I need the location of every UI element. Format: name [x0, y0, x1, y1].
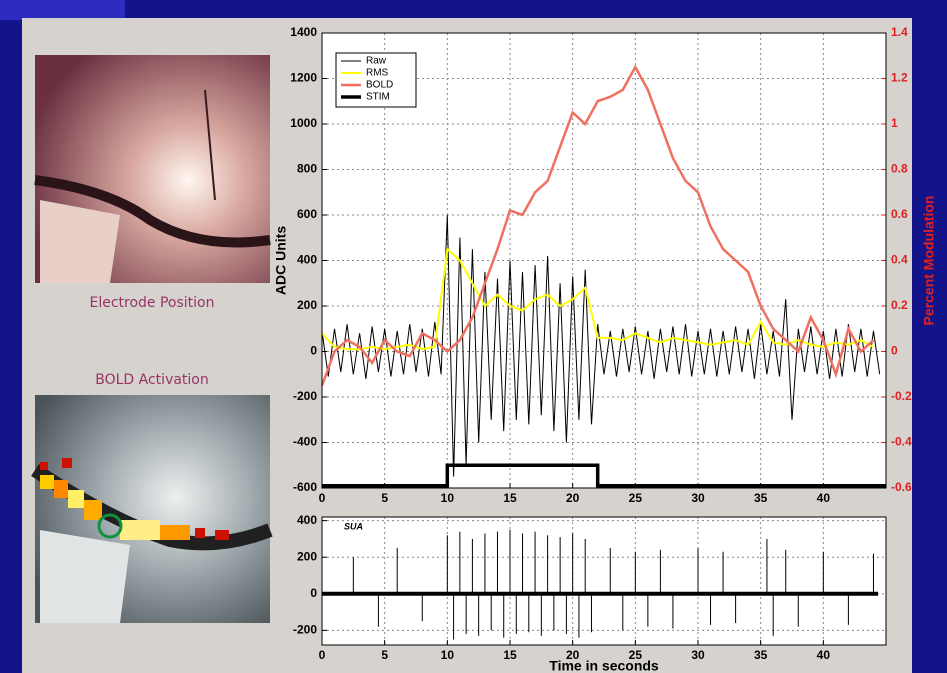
x-tick-label: 40 — [817, 648, 831, 662]
x-axis-label: Time in seconds — [549, 658, 659, 673]
x-tick-label: 25 — [629, 491, 643, 505]
image-caption: BOLD Activation — [95, 372, 209, 388]
y-tick-label: -200 — [293, 623, 317, 637]
y-tick-label: 1400 — [290, 25, 317, 39]
y2-tick-label: 1.4 — [891, 25, 908, 39]
y-tick-label: 1000 — [290, 116, 317, 130]
legend-label: RMS — [366, 68, 389, 79]
y2-tick-label: 1.2 — [891, 71, 908, 85]
y-tick-label: 800 — [297, 162, 317, 176]
y-tick-label: 200 — [297, 549, 317, 563]
x-tick-label: 0 — [319, 648, 326, 662]
x-tick-label: 20 — [566, 491, 580, 505]
x-tick-label: 35 — [754, 491, 768, 505]
y-tick-label: 1200 — [290, 71, 317, 85]
y2-tick-label: 0.2 — [891, 298, 908, 312]
y2-tick-label: 0.4 — [891, 253, 908, 267]
y-tick-label: 400 — [297, 253, 317, 267]
y-tick-label: 0 — [310, 344, 317, 358]
bold-image — [35, 395, 270, 623]
y2-tick-label: 0.8 — [891, 162, 908, 176]
y2-tick-label: 0 — [891, 344, 898, 358]
y-axis-label: ADC Units — [273, 226, 289, 295]
y-tick-label: -600 — [293, 480, 317, 494]
corner-band — [0, 0, 125, 20]
y-tick-label: -200 — [293, 389, 317, 403]
x-tick-label: 10 — [441, 648, 455, 662]
y-tick-label: 200 — [297, 298, 317, 312]
x-tick-label: 5 — [381, 491, 388, 505]
x-tick-label: 30 — [691, 491, 705, 505]
electrode-image — [35, 55, 270, 283]
y2-tick-label: -0.6 — [891, 480, 912, 494]
plot-area — [322, 517, 886, 645]
legend-label: Raw — [366, 56, 387, 67]
y-tick-label: 0 — [310, 586, 317, 600]
x-tick-label: 15 — [503, 491, 517, 505]
y-tick-label: 600 — [297, 207, 317, 221]
y2-tick-label: -0.2 — [891, 389, 912, 403]
x-tick-label: 30 — [691, 648, 705, 662]
x-tick-label: 5 — [381, 648, 388, 662]
y2-tick-label: 0.6 — [891, 207, 908, 221]
y-tick-label: 400 — [297, 513, 317, 527]
y-tick-label: -400 — [293, 435, 317, 449]
y2-tick-label: -0.4 — [891, 435, 912, 449]
x-tick-label: 0 — [319, 491, 326, 505]
annotation: SUA — [344, 521, 363, 531]
legend-label: BOLD — [366, 80, 393, 91]
x-tick-label: 10 — [441, 491, 455, 505]
image-caption: Electrode Position — [89, 295, 214, 311]
y2-axis-label: Percent Modulation — [921, 196, 937, 326]
x-tick-label: 40 — [817, 491, 831, 505]
slide: Electrode Position BOLD Activation 05101… — [0, 0, 947, 673]
x-tick-label: 15 — [503, 648, 517, 662]
legend-label: STIM — [366, 92, 390, 103]
y2-tick-label: 1 — [891, 116, 898, 130]
x-tick-label: 35 — [754, 648, 768, 662]
